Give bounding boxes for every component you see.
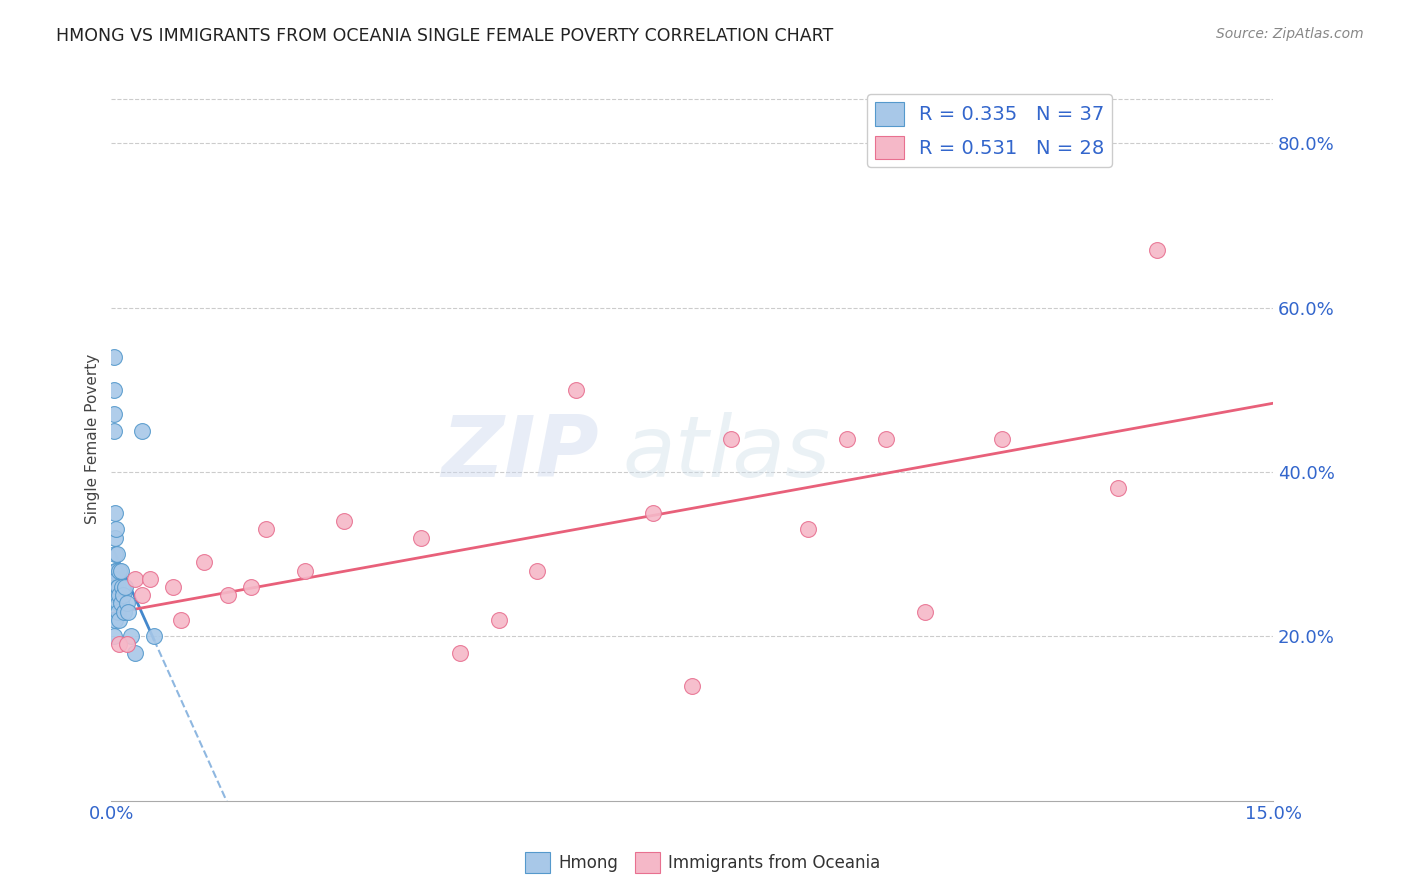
Point <box>115 596 138 610</box>
Point <box>681 679 703 693</box>
Point <box>107 580 129 594</box>
Point <box>105 564 128 578</box>
Point <box>239 580 262 594</box>
Point <box>104 547 127 561</box>
Point <box>103 572 125 586</box>
Point <box>139 572 162 586</box>
Point <box>193 555 215 569</box>
Point <box>108 564 131 578</box>
Point <box>131 424 153 438</box>
Point <box>488 613 510 627</box>
Point <box>103 350 125 364</box>
Point <box>143 629 166 643</box>
Legend: R = 0.335   N = 37, R = 0.531   N = 28: R = 0.335 N = 37, R = 0.531 N = 28 <box>866 95 1112 167</box>
Point <box>105 572 128 586</box>
Point <box>105 588 128 602</box>
Point <box>875 432 897 446</box>
Point <box>1146 243 1168 257</box>
Point <box>103 506 125 520</box>
Point <box>720 432 742 446</box>
Point <box>108 613 131 627</box>
Point <box>294 564 316 578</box>
Point <box>170 613 193 627</box>
Point <box>991 432 1014 446</box>
Point <box>103 424 125 438</box>
Point <box>104 580 127 594</box>
Point <box>111 580 134 594</box>
Point <box>217 588 239 602</box>
Text: HMONG VS IMMIGRANTS FROM OCEANIA SINGLE FEMALE POVERTY CORRELATION CHART: HMONG VS IMMIGRANTS FROM OCEANIA SINGLE … <box>56 27 834 45</box>
Point <box>107 580 129 594</box>
Point <box>124 572 146 586</box>
Point <box>107 605 129 619</box>
Point <box>103 629 125 643</box>
Point <box>449 646 471 660</box>
Text: Source: ZipAtlas.com: Source: ZipAtlas.com <box>1216 27 1364 41</box>
Point <box>114 580 136 594</box>
Point <box>104 564 127 578</box>
Point <box>643 506 665 520</box>
Point <box>105 523 128 537</box>
Point <box>124 646 146 660</box>
Point <box>526 564 548 578</box>
Point <box>104 613 127 627</box>
Point <box>332 514 354 528</box>
Text: ZIP: ZIP <box>441 412 599 495</box>
Point <box>1107 481 1129 495</box>
Point <box>108 588 131 602</box>
Point <box>103 531 125 545</box>
Point <box>835 432 858 446</box>
Point <box>411 531 433 545</box>
Legend: Hmong, Immigrants from Oceania: Hmong, Immigrants from Oceania <box>519 846 887 880</box>
Point <box>115 638 138 652</box>
Point <box>797 523 820 537</box>
Point <box>105 547 128 561</box>
Point <box>914 605 936 619</box>
Point <box>110 596 132 610</box>
Point <box>565 383 588 397</box>
Point <box>110 564 132 578</box>
Point <box>131 588 153 602</box>
Point <box>103 383 125 397</box>
Point <box>112 605 135 619</box>
Point <box>107 596 129 610</box>
Text: atlas: atlas <box>623 412 831 495</box>
Point <box>117 605 139 619</box>
Point <box>112 588 135 602</box>
Point <box>162 580 184 594</box>
Point <box>103 408 125 422</box>
Y-axis label: Single Female Poverty: Single Female Poverty <box>86 354 100 524</box>
Point <box>108 638 131 652</box>
Point <box>103 580 125 594</box>
Point <box>254 523 277 537</box>
Point <box>120 629 142 643</box>
